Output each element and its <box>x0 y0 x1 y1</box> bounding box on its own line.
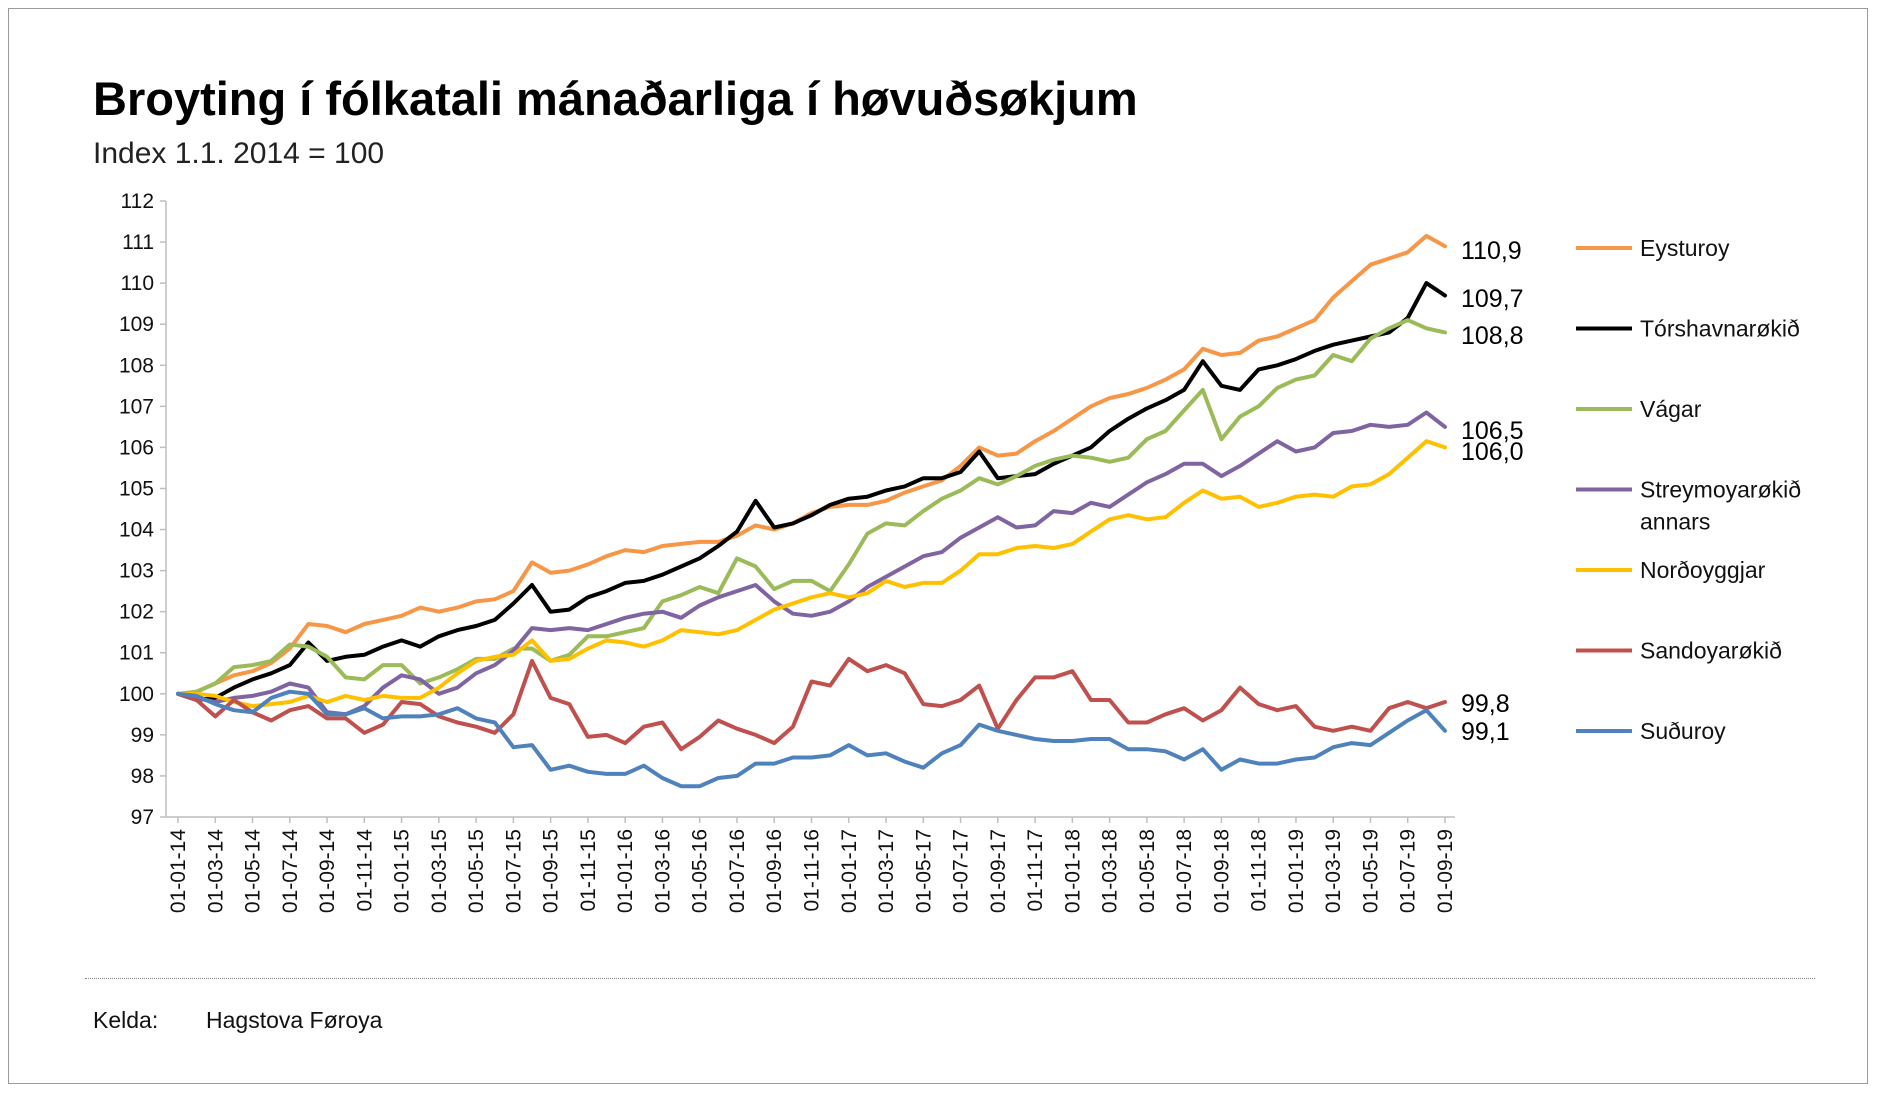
y-tick-label: 108 <box>119 354 154 377</box>
series-line-3 <box>176 410 1447 717</box>
x-tick-label: 01-07-18 <box>1173 829 1196 913</box>
y-tick-label: 105 <box>119 477 154 500</box>
x-tick-label: 01-09-16 <box>763 829 786 913</box>
x-tick-label: 01-03-14 <box>204 829 227 913</box>
x-tick-label: 01-11-18 <box>1248 829 1271 912</box>
x-tick-label: 01-05-17 <box>912 829 935 913</box>
x-tick-label: 01-09-15 <box>540 829 563 913</box>
x-tick-label: 01-01-16 <box>614 829 637 913</box>
source-label: Kelda: <box>93 1007 159 1033</box>
x-tick-label: 01-05-15 <box>465 829 488 913</box>
x-tick-label: 01-03-15 <box>428 829 451 913</box>
x-tick-label: 01-01-15 <box>391 829 414 913</box>
chart-title: Broyting í fólkatali mánaðarliga í høvuð… <box>93 72 1138 125</box>
x-tick-label: 01-11-16 <box>801 829 824 912</box>
x-tick-label: 01-07-17 <box>950 829 973 913</box>
divider <box>85 978 1815 979</box>
y-tick-label: 101 <box>119 642 154 665</box>
x-tick-label: 01-03-18 <box>1099 829 1122 913</box>
x-tick-label: 01-09-18 <box>1210 829 1233 913</box>
x-tick-label: 01-07-15 <box>502 829 525 913</box>
series-line-2 <box>176 318 1447 696</box>
x-tick-label: 01-01-14 <box>167 829 190 913</box>
x-tick-label: 01-09-14 <box>316 829 339 913</box>
x-tick-label: 01-05-16 <box>689 829 712 913</box>
source-value: Hagstova Føroya <box>206 1007 383 1033</box>
y-tick-label: 102 <box>119 601 154 624</box>
legend-item: Streymoyarøkið annars <box>1640 477 1801 535</box>
legend-item: Tórshavnarøkið <box>1640 316 1800 342</box>
series-line-1 <box>176 281 1447 702</box>
x-tick-label: 01-05-14 <box>242 829 265 913</box>
y-tick-label: 103 <box>119 560 154 583</box>
legend-item: Eysturoy <box>1640 235 1730 261</box>
x-tick-label: 01-05-18 <box>1136 829 1159 913</box>
x-tick-label: 01-03-19 <box>1322 829 1345 913</box>
y-tick-label: 112 <box>121 190 154 213</box>
y-tick-label: 106 <box>119 436 154 459</box>
legend-item: Vágar <box>1640 396 1702 422</box>
y-tick-label: 104 <box>119 519 154 542</box>
x-tick-label: 01-01-19 <box>1285 829 1308 913</box>
x-tick-label: 01-05-19 <box>1359 829 1382 913</box>
series-line-4 <box>176 439 1447 709</box>
x-tick-label: 01-11-15 <box>577 829 600 912</box>
y-tick-label: 97 <box>131 806 154 829</box>
x-tick-label: 01-07-14 <box>279 829 302 913</box>
x-tick-label: 01-03-17 <box>875 829 898 913</box>
end-label: 106,5 <box>1461 417 1524 445</box>
x-tick-label: 01-01-18 <box>1061 829 1084 913</box>
end-label: 106,0 <box>1461 438 1524 466</box>
y-tick-label: 100 <box>119 683 154 706</box>
x-tick-label: 01-09-19 <box>1434 829 1457 913</box>
end-label: 99,1 <box>1461 718 1510 746</box>
x-tick-label: 01-11-17 <box>1024 829 1047 912</box>
series-line-6 <box>176 689 1447 789</box>
legend-item: Sandoyarøkið <box>1640 638 1782 664</box>
y-tick-label: 98 <box>131 765 154 788</box>
chart-frame: Broyting í fólkatali mánaðarliga í høvuð… <box>8 8 1868 1084</box>
series-line-0 <box>176 233 1447 696</box>
legend-item: Norðoyggjar <box>1640 557 1766 583</box>
y-tick-label: 107 <box>119 395 154 418</box>
x-tick-label: 01-01-17 <box>838 829 861 913</box>
end-label: 108,8 <box>1461 322 1524 350</box>
end-label: 99,8 <box>1461 690 1510 718</box>
y-tick-label: 109 <box>119 313 154 336</box>
end-label: 109,7 <box>1461 285 1524 313</box>
x-tick-label: 01-07-19 <box>1397 829 1420 913</box>
x-tick-label: 01-03-16 <box>651 829 674 913</box>
x-tick-label: 01-07-16 <box>726 829 749 913</box>
x-tick-label: 01-11-14 <box>353 829 376 912</box>
chart-subtitle: Index 1.1. 2014 = 100 <box>93 137 385 170</box>
legend-item: Suðuroy <box>1640 718 1726 744</box>
y-tick-label: 110 <box>121 272 154 295</box>
x-tick-label: 01-09-17 <box>987 829 1010 913</box>
y-tick-label: 99 <box>131 724 154 747</box>
end-label: 110,9 <box>1461 237 1522 265</box>
y-tick-label: 111 <box>122 231 154 254</box>
